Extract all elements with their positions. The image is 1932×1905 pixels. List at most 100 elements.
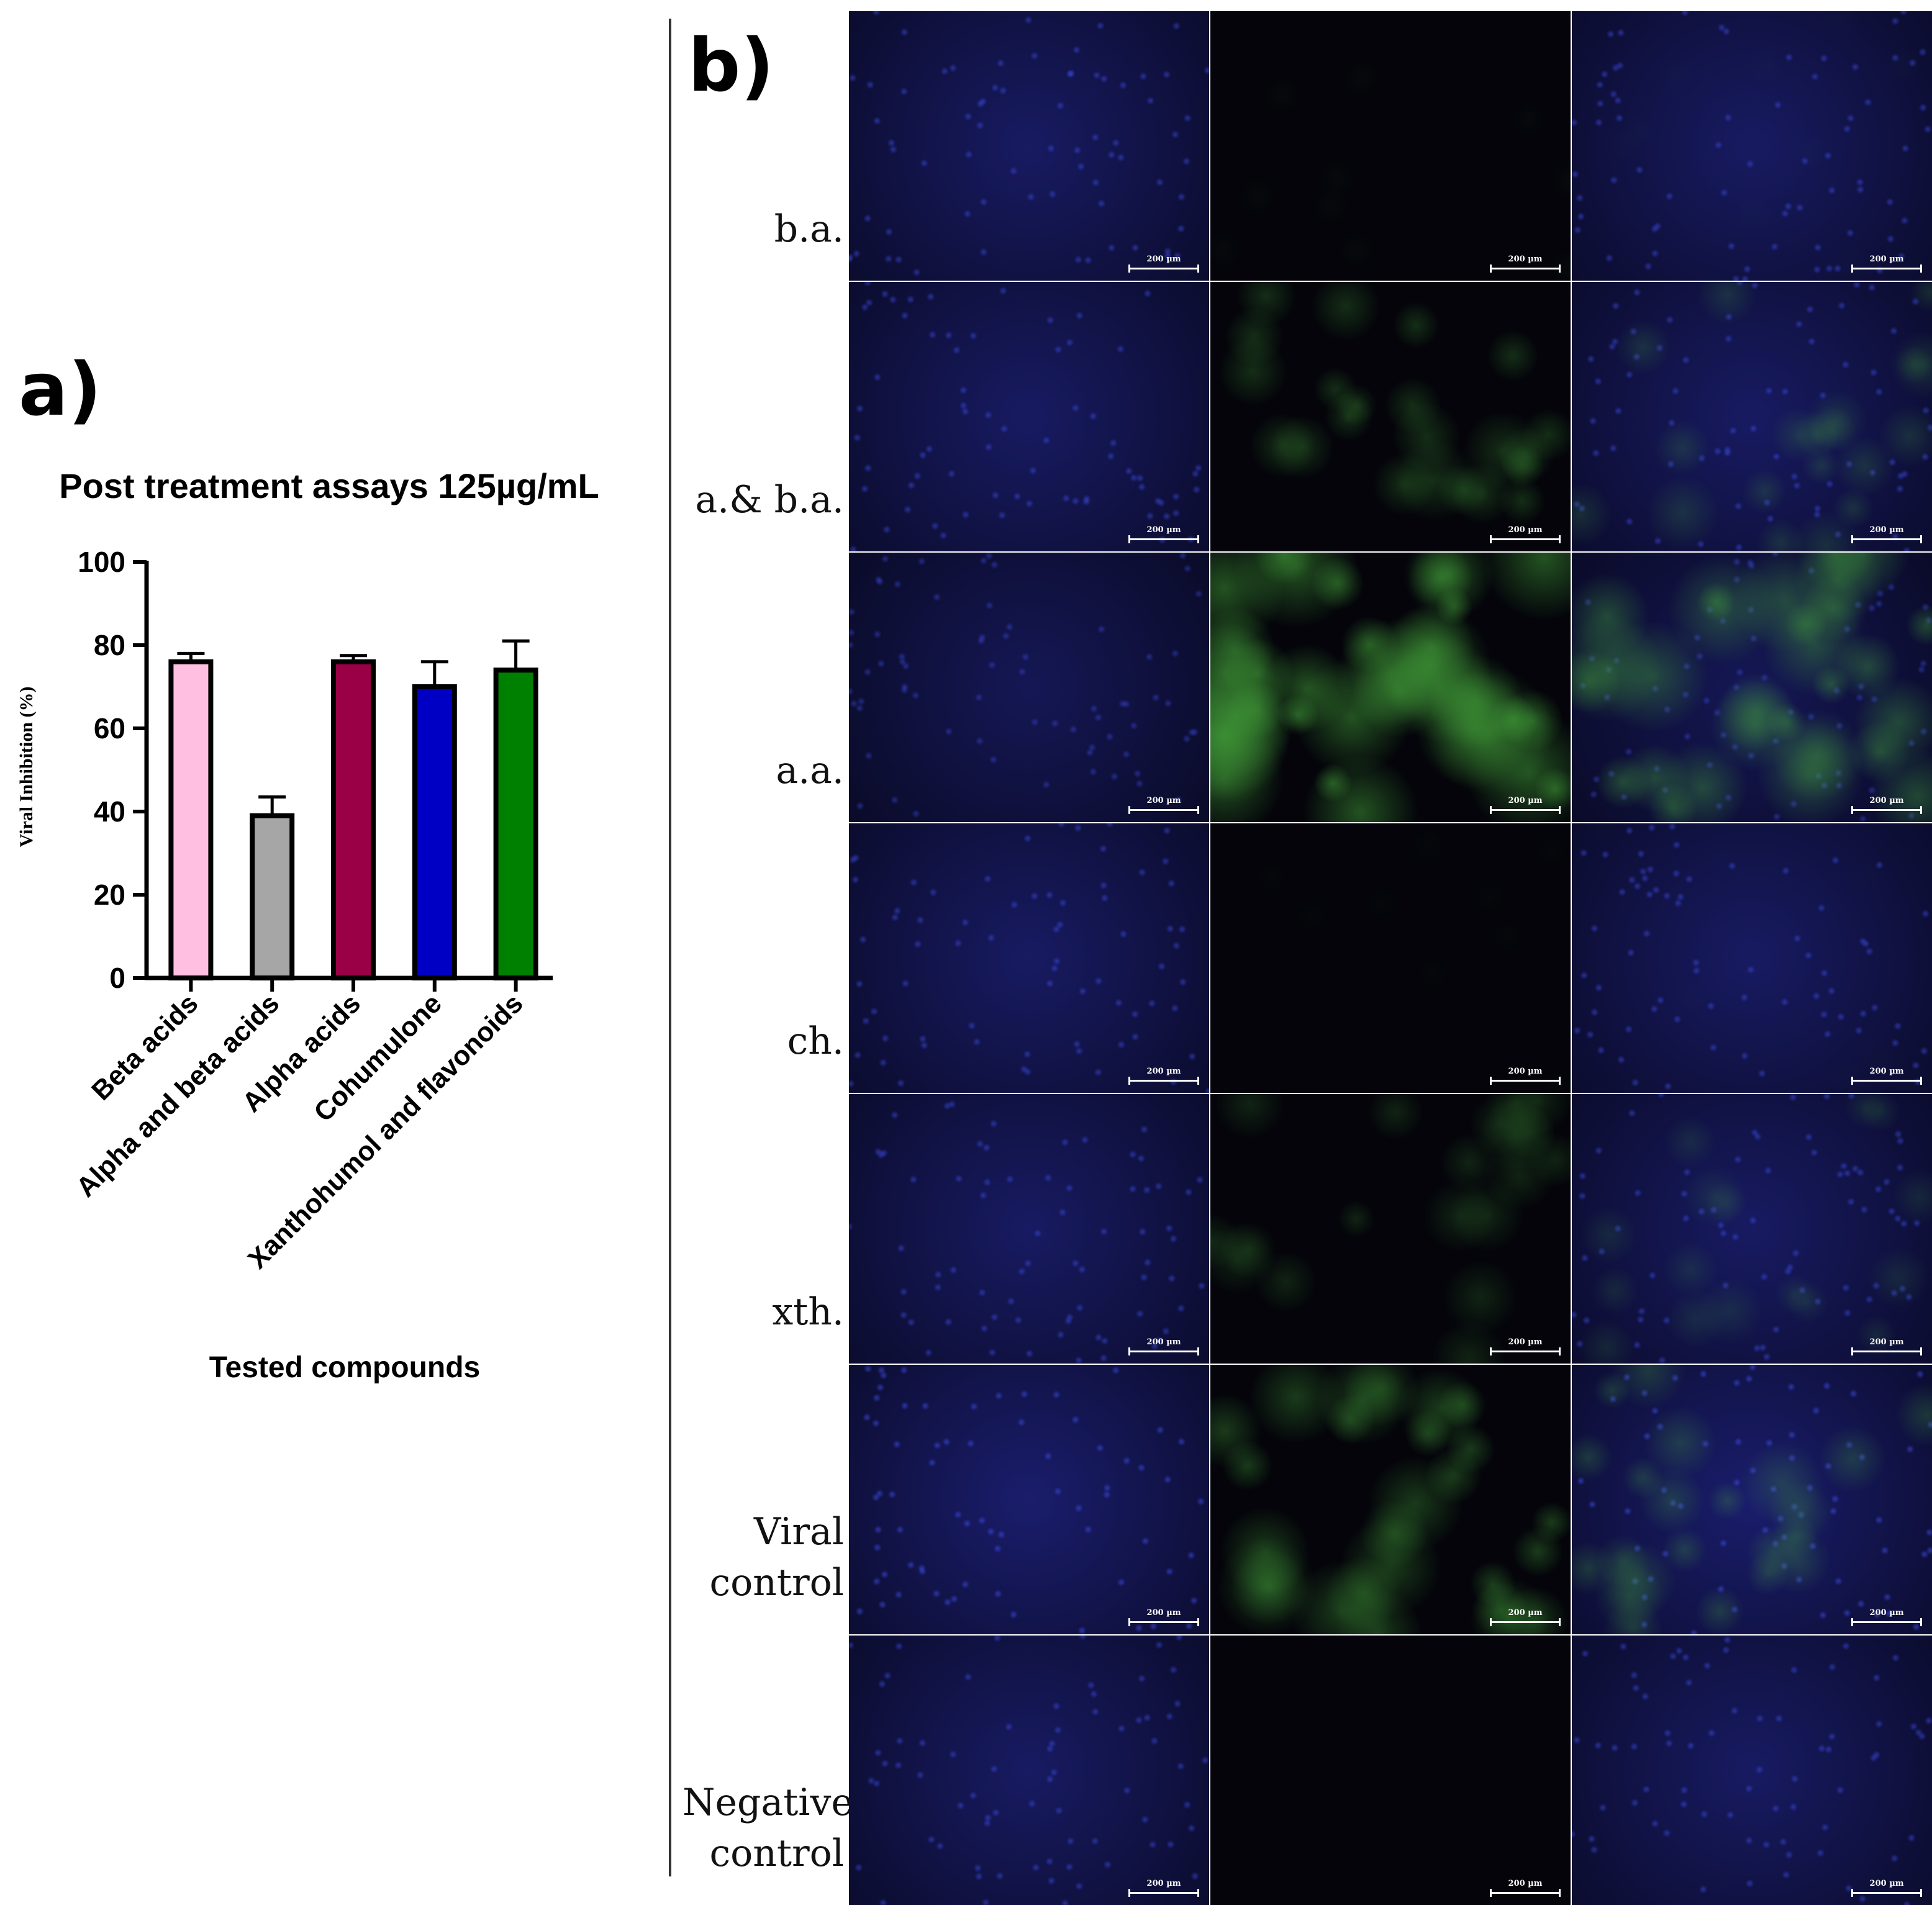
scale-bar-label: 200 µm (1146, 1337, 1181, 1347)
scale-bar: 200 µm (1490, 1337, 1561, 1355)
scale-bar-label: 200 µm (1869, 796, 1904, 805)
scale-bar-label: 200 µm (1508, 1067, 1543, 1076)
scale-bar: 200 µm (1128, 1879, 1199, 1897)
scale-bar-label: 200 µm (1508, 525, 1543, 535)
merged-image: 200 µm (1572, 553, 1932, 822)
scale-bar-label: 200 µm (1146, 1067, 1181, 1076)
scale-bar: 200 µm (1851, 1608, 1922, 1626)
row-label-line: Viral (753, 1510, 844, 1554)
scale-bar-label: 200 µm (1146, 255, 1181, 264)
row-label-line: control (709, 1832, 844, 1875)
chart-title: Post treatment assays 125µg/mL (59, 466, 599, 505)
row-label-line: Negative (683, 1781, 853, 1824)
y-tick-label: 0 (109, 962, 125, 994)
scale-bar-line (1851, 1889, 1922, 1897)
merged-image: 200 µm (1572, 823, 1932, 1093)
row-label-line: ch. (787, 1020, 844, 1063)
scale-bar-line (1851, 806, 1922, 814)
merged-image: 200 µm (1572, 11, 1932, 281)
scale-bar-line (1851, 535, 1922, 543)
scale-bar-line (1490, 806, 1561, 814)
scale-bar-line (1128, 1618, 1199, 1626)
scale-bar: 200 µm (1490, 255, 1561, 273)
scale-bar-line (1490, 535, 1561, 543)
scale-bar-line (1851, 1077, 1922, 1085)
scale-bar-line (1851, 265, 1922, 273)
scale-bar-label: 200 µm (1508, 255, 1543, 264)
bar-chart: Post treatment assays 125µg/mL Viral Inh… (16, 466, 599, 1384)
dapi-image: 200 µm (849, 1365, 1209, 1634)
scale-bar-line (1128, 1347, 1199, 1355)
scale-bar-line (1128, 1889, 1199, 1897)
y-tick-label: 20 (94, 879, 125, 911)
scale-bar: 200 µm (1851, 796, 1922, 814)
scale-bar: 200 µm (1128, 525, 1199, 543)
merged-image: 200 µm (1572, 1636, 1932, 1905)
scale-bar-label: 200 µm (1146, 796, 1181, 805)
bar (331, 659, 376, 980)
dapi-image: 200 µm (849, 1636, 1209, 1905)
scale-bar-label: 200 µm (1508, 796, 1543, 805)
dapi-image: 200 µm (849, 1094, 1209, 1364)
row-label-line: xth. (772, 1290, 844, 1334)
bar (168, 659, 214, 980)
dapi-image: 200 µm (849, 553, 1209, 822)
row-label: b.a. (683, 204, 844, 255)
scale-bar: 200 µm (1851, 1337, 1922, 1355)
scale-bar-line (1490, 1889, 1561, 1897)
bar (412, 684, 457, 980)
scale-bar: 200 µm (1490, 525, 1561, 543)
row-label: Negative control (683, 1777, 853, 1879)
panel-a-label: a) (19, 346, 102, 432)
row-label-line: control (709, 1561, 844, 1604)
scale-bar-label: 200 µm (1508, 1608, 1543, 1618)
scale-bar-label: 200 µm (1869, 1879, 1904, 1888)
merged-image: 200 µm (1572, 1094, 1932, 1364)
scale-bar: 200 µm (1128, 796, 1199, 814)
virus-stain-image: 200 µm (1210, 1094, 1571, 1364)
scale-bar-line (1490, 1618, 1561, 1626)
merged-image: 200 µm (1572, 282, 1932, 551)
scale-bar-label: 200 µm (1508, 1879, 1543, 1888)
scale-bar: 200 µm (1490, 1608, 1561, 1626)
scale-bar-line (1128, 535, 1199, 543)
y-tick-label: 60 (94, 712, 125, 744)
virus-stain-image: 200 µm (1210, 823, 1571, 1093)
scale-bar: 200 µm (1851, 525, 1922, 543)
row-label-line: b.a. (774, 207, 844, 251)
scale-bar-line (1851, 1347, 1922, 1355)
scale-bar: 200 µm (1128, 255, 1199, 273)
scale-bar-label: 200 µm (1146, 525, 1181, 535)
dapi-image: 200 µm (849, 282, 1209, 551)
scale-bar: 200 µm (1490, 796, 1561, 814)
bar (493, 667, 538, 980)
virus-stain-image: 200 µm (1210, 1636, 1571, 1905)
y-tick-label: 40 (94, 795, 125, 828)
scale-bar: 200 µm (1128, 1608, 1199, 1626)
scale-bar-label: 200 µm (1508, 1337, 1543, 1347)
virus-stain-image: 200 µm (1210, 282, 1571, 551)
scale-bar-line (1128, 806, 1199, 814)
scale-bar: 200 µm (1851, 1067, 1922, 1085)
merged-image: 200 µm (1572, 1365, 1932, 1634)
virus-stain-image: 200 µm (1210, 11, 1571, 281)
scale-bar: 200 µm (1490, 1067, 1561, 1085)
scale-bar-line (1490, 1077, 1561, 1085)
dapi-image: 200 µm (849, 11, 1209, 281)
scale-bar-label: 200 µm (1869, 525, 1904, 535)
scale-bar: 200 µm (1490, 1879, 1561, 1897)
y-axis-label: Viral Inhibition (%) (16, 687, 37, 848)
scale-bar-label: 200 µm (1869, 1067, 1904, 1076)
y-tick-label: 80 (94, 629, 125, 661)
virus-stain-image: 200 µm (1210, 553, 1571, 822)
panel-divider (669, 19, 671, 1876)
row-label: ch. (683, 1016, 844, 1067)
scale-bar-label: 200 µm (1869, 255, 1904, 264)
scale-bar-line (1851, 1618, 1922, 1626)
virus-stain-image: 200 µm (1210, 1365, 1571, 1634)
scale-bar-line (1128, 1077, 1199, 1085)
scale-bar-label: 200 µm (1146, 1879, 1181, 1888)
scale-bar: 200 µm (1851, 1879, 1922, 1897)
row-label: xth. (683, 1287, 844, 1337)
